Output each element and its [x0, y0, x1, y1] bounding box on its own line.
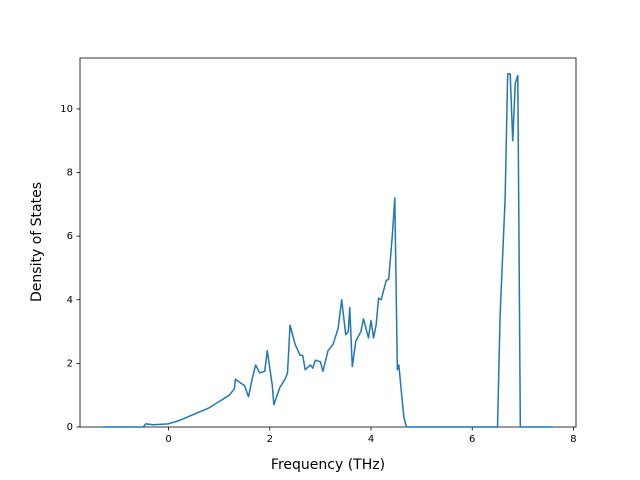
- x-tick-label: 2: [267, 434, 273, 445]
- y-tick-label: 8: [67, 168, 73, 179]
- x-tick-label: 8: [570, 434, 576, 445]
- y-tick-label: 6: [67, 231, 73, 242]
- y-axis-label: Density of States: [29, 182, 45, 302]
- density-line: [102, 73, 554, 428]
- y-tick-label: 4: [67, 295, 73, 306]
- y-tick-label: 0: [67, 422, 73, 433]
- x-tick-label: 0: [165, 434, 171, 445]
- x-tick-label: 4: [368, 434, 374, 445]
- x-axis-label: Frequency (THz): [271, 457, 385, 473]
- y-tick-label: 10: [60, 104, 73, 115]
- x-tick-label: 6: [469, 434, 475, 445]
- plot-frame: [79, 57, 577, 428]
- y-tick-label: 2: [67, 358, 73, 369]
